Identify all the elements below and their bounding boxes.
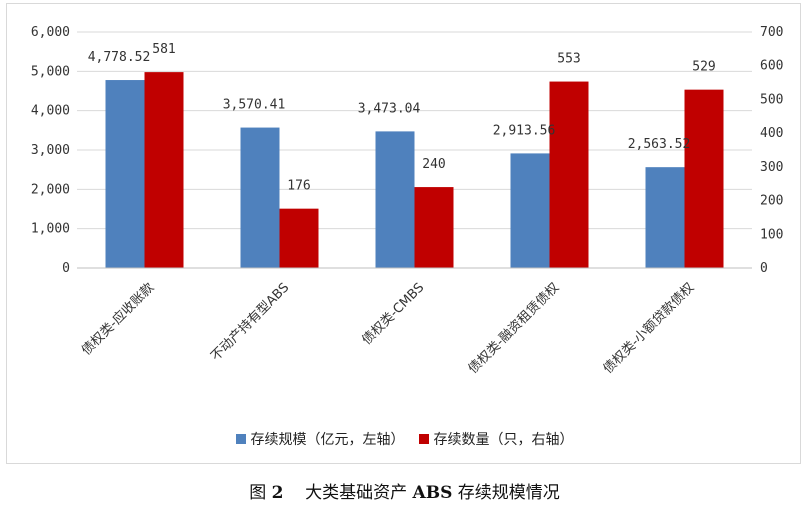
y-right-tick-label: 0 xyxy=(760,261,768,276)
caption-number: 2 xyxy=(271,483,284,503)
y-right-tick-label: 400 xyxy=(760,126,783,141)
legend-swatch-red xyxy=(418,434,429,444)
data-label-count: 240 xyxy=(422,157,445,172)
bar-count xyxy=(414,187,454,268)
y-right-tick-label: 600 xyxy=(760,59,783,74)
bar-chart: 0 1,000 2,000 3,000 4,000 5,000 6,000 0 100 200 30… xyxy=(31,25,784,377)
bar-scale xyxy=(240,127,280,268)
bar-scale xyxy=(375,131,415,268)
data-label-count: 176 xyxy=(287,179,310,194)
y-right-tick-label: 200 xyxy=(760,194,783,209)
bar-scale xyxy=(105,80,145,268)
data-label-scale: 2,913.56 xyxy=(493,123,556,138)
chart-frame: 0 1,000 2,000 3,000 4,000 5,000 6,000 0 100 200 30… xyxy=(6,3,801,464)
data-label-count: 553 xyxy=(557,52,580,67)
bar-count xyxy=(549,81,589,268)
y-left-tick-label: 0 xyxy=(62,261,70,276)
legend-swatch-blue xyxy=(235,434,246,444)
bar-scale xyxy=(645,167,685,268)
data-label-scale: 4,778.52 xyxy=(88,50,151,65)
legend-item-count: 存续数量（只，右轴） xyxy=(418,429,574,449)
legend-label-count: 存续数量（只，右轴） xyxy=(433,432,574,448)
y-right-tick-label: 100 xyxy=(760,227,783,242)
y-left-tick-label: 6,000 xyxy=(31,25,70,40)
legend-item-scale: 存续规模（亿元，左轴） xyxy=(235,429,405,449)
y-left-tick-label: 2,000 xyxy=(31,182,70,197)
legend-label-scale: 存续规模（亿元，左轴） xyxy=(250,432,405,448)
data-label-scale: 3,473.04 xyxy=(358,101,421,116)
data-label-scale: 2,563.52 xyxy=(628,137,691,152)
y-left-tick-label: 4,000 xyxy=(31,104,70,119)
figure-caption: 图 2 大类基础资产 ABS 存续规模情况 xyxy=(0,478,809,503)
bar-scale xyxy=(510,153,550,268)
legend: 存续规模（亿元，左轴） 存续数量（只，右轴） xyxy=(7,429,802,449)
y-right-tick-label: 300 xyxy=(760,160,783,175)
x-category-label: 不动产持有型ABS xyxy=(208,280,292,364)
caption-text-before: 大类基础资产 xyxy=(305,483,408,503)
y-right-tick-label: 700 xyxy=(760,25,783,40)
y-left-tick-label: 5,000 xyxy=(31,64,70,79)
x-category-label: 债权类-小额贷款债权 xyxy=(600,280,697,377)
data-label-count: 529 xyxy=(692,60,715,75)
y-left-tick-label: 1,000 xyxy=(31,222,70,237)
caption-text-after: 存续规模情况 xyxy=(457,483,560,503)
y-right-tick-label: 500 xyxy=(760,92,783,107)
caption-abs: ABS xyxy=(412,483,453,503)
caption-prefix: 图 xyxy=(249,483,267,503)
bar-count xyxy=(684,89,724,268)
x-category-label: 债权类-CMBS xyxy=(359,280,428,349)
x-category-label: 债权类-应收账款 xyxy=(78,280,157,359)
bar-count xyxy=(144,72,184,269)
data-label-count: 581 xyxy=(152,42,175,57)
data-label-scale: 3,570.41 xyxy=(223,98,286,113)
x-category-label: 债权类-融资租赁债权 xyxy=(465,280,562,377)
y-left-tick-label: 3,000 xyxy=(31,143,70,158)
bar-count xyxy=(279,208,319,268)
